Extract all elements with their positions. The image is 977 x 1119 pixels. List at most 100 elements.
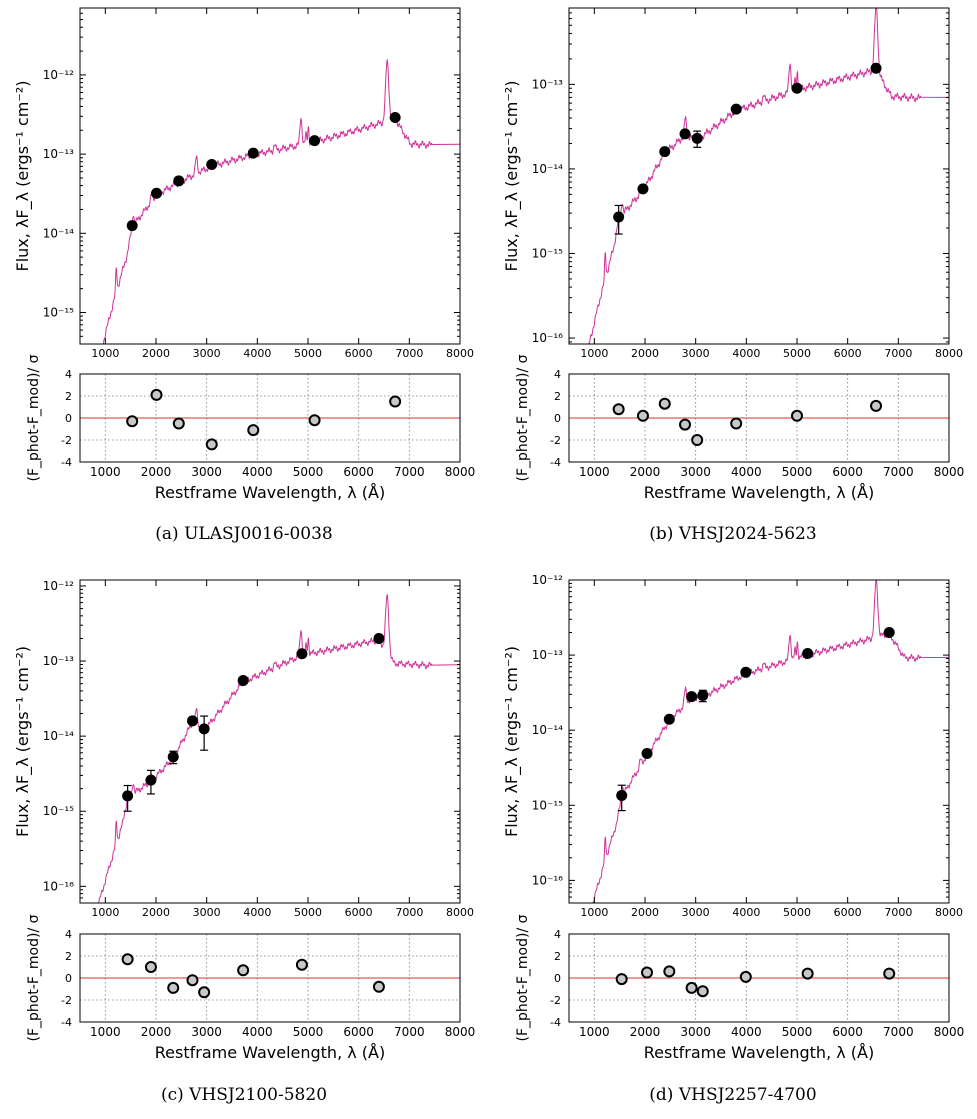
photometry-point [373, 632, 385, 644]
main-x-tick-label: 6000 [345, 906, 373, 919]
model-spectrum-line [98, 594, 460, 903]
main-y-axis-label: Flux, λF_λ (ergs⁻¹ cm⁻²) [13, 646, 33, 837]
photometry-point [198, 723, 210, 735]
main-x-tick-label: 2000 [142, 906, 170, 919]
residual-y-tick-label: 4 [554, 928, 561, 941]
main-y-tick-label: 10⁻¹² [43, 68, 74, 82]
residual-x-tick-label: 6000 [343, 465, 374, 479]
chart-svg-a: 1000 2000 3000 4000 5000 6000 7000 8000 10⁻¹² 10⁻… [13, 7, 475, 502]
residual-point [295, 958, 308, 971]
main-x-tick-label: 4000 [243, 906, 271, 919]
residual-x-tick-label: 6000 [343, 1025, 374, 1039]
residual-x-tick-label: 3000 [191, 465, 222, 479]
main-y-tick-label: 10⁻¹⁴ [43, 729, 74, 743]
photometry-point [145, 774, 157, 786]
residual-point [636, 409, 649, 422]
main-y-tick-label: 10⁻¹⁴ [532, 162, 563, 176]
residual-y-tick-label: 0 [65, 972, 72, 985]
photometry-point [206, 158, 218, 170]
main-y-axis-label: Flux, λF_λ (ergs⁻¹ cm⁻²) [13, 81, 33, 272]
residual-x-tick-label: 1000 [90, 465, 121, 479]
residual-point [389, 395, 402, 408]
main-x-tick-label: 5000 [783, 347, 811, 360]
residual-y-axis-label: (F_phot-F_mod)/ σ [515, 914, 531, 1041]
photometry-point [389, 111, 401, 123]
residual-x-tick-label: 2000 [630, 465, 661, 479]
residual-y-axis-label: (F_phot-F_mod)/ σ [26, 914, 42, 1041]
main-x-tick-label: 3000 [682, 906, 710, 919]
main-x-tick-label: 5000 [294, 906, 322, 919]
photometry-point [616, 790, 628, 802]
residual-x-tick-label: 7000 [394, 465, 425, 479]
photometry-point [296, 648, 308, 660]
residual-point [679, 418, 692, 431]
main-y-tick-label: 10⁻¹⁵ [532, 246, 563, 260]
main-y-tick-label: 10⁻¹⁴ [532, 723, 563, 737]
model-spectrum-line [592, 580, 949, 903]
photometry-point [613, 211, 625, 223]
main-x-tick-label: 2000 [142, 347, 170, 360]
photometry-point [697, 689, 709, 701]
subplot-caption-c: (c) VHSJ2100-5820 [160, 1085, 328, 1105]
chart-svg-d: 1000 2000 3000 4000 5000 6000 7000 8000 10⁻¹² 10⁻… [502, 573, 964, 1062]
subplot-a: 1000 2000 3000 4000 5000 6000 7000 8000 10⁻¹² 10⁻… [0, 0, 488, 559]
residual-x-tick-label: 3000 [680, 1025, 711, 1039]
photometry-point [686, 691, 698, 703]
residual-x-tick-label: 2000 [630, 1025, 661, 1039]
main-x-tick-label: 1000 [580, 347, 608, 360]
main-y-tick-label: 10⁻¹⁴ [43, 226, 74, 240]
residual-y-tick-label: 0 [554, 972, 561, 985]
residual-y-tick-label: 2 [554, 950, 561, 963]
residual-x-tick-label: 4000 [731, 465, 762, 479]
residual-y-tick-label: -2 [550, 434, 561, 447]
main-y-tick-label: 10⁻¹⁶ [532, 331, 563, 345]
photometry-point [791, 82, 803, 94]
main-y-tick-label: 10⁻¹⁶ [43, 879, 74, 893]
residual-y-tick-label: -4 [550, 1016, 561, 1029]
main-x-tick-label: 6000 [834, 906, 862, 919]
residual-x-tick-label: 1000 [90, 1025, 121, 1039]
main-x-tick-label: 2000 [631, 906, 659, 919]
main-x-tick-label: 2000 [631, 347, 659, 360]
residual-point [612, 403, 625, 416]
x-axis-label: Restframe Wavelength, λ (Å) [155, 1043, 385, 1062]
main-x-tick-label: 7000 [884, 347, 912, 360]
main-axes-frame [79, 579, 461, 904]
residual-point [172, 417, 185, 430]
main-x-tick-label: 3000 [193, 347, 221, 360]
residual-y-tick-label: 4 [65, 928, 72, 941]
residual-axes-frame [568, 373, 950, 463]
photometry-point [186, 715, 198, 727]
main-x-tick-label: 5000 [783, 906, 811, 919]
main-x-tick-label: 8000 [446, 347, 474, 360]
chart-svg-c: 1000 2000 3000 4000 5000 6000 7000 8000 10⁻¹² 10⁻… [13, 579, 475, 1062]
x-axis-label: Restframe Wavelength, λ (Å) [644, 1043, 874, 1062]
residual-y-tick-label: -4 [550, 456, 561, 469]
main-x-tick-label: 1000 [580, 906, 608, 919]
main-y-tick-label: 10⁻¹² [532, 573, 563, 587]
main-x-tick-label: 4000 [243, 347, 271, 360]
residual-x-tick-label: 6000 [832, 1025, 863, 1039]
chart-svg-b: 1000 2000 3000 4000 5000 6000 7000 8000 10⁻¹³ 10⁻… [502, 7, 964, 502]
photometry-point [237, 675, 249, 687]
photometry-point [663, 713, 675, 725]
photometry-point [802, 648, 814, 660]
residual-x-tick-label: 4000 [242, 465, 273, 479]
residual-x-tick-label: 5000 [782, 1025, 813, 1039]
photometry-point [679, 128, 691, 140]
model-spectrum-line [102, 58, 460, 344]
residual-x-tick-label: 4000 [731, 1025, 762, 1039]
residual-point [691, 434, 704, 446]
residual-point [372, 980, 385, 993]
residual-point [870, 399, 883, 412]
main-x-tick-label: 3000 [682, 347, 710, 360]
main-y-tick-label: 10⁻¹² [43, 579, 74, 593]
residual-x-tick-label: 1000 [579, 1025, 610, 1039]
photometry-point [126, 220, 138, 232]
residual-axes-frame [568, 933, 950, 1023]
residual-x-tick-label: 2000 [141, 1025, 172, 1039]
residual-point [247, 424, 260, 437]
residual-point [801, 967, 814, 980]
main-x-tick-label: 5000 [294, 347, 322, 360]
